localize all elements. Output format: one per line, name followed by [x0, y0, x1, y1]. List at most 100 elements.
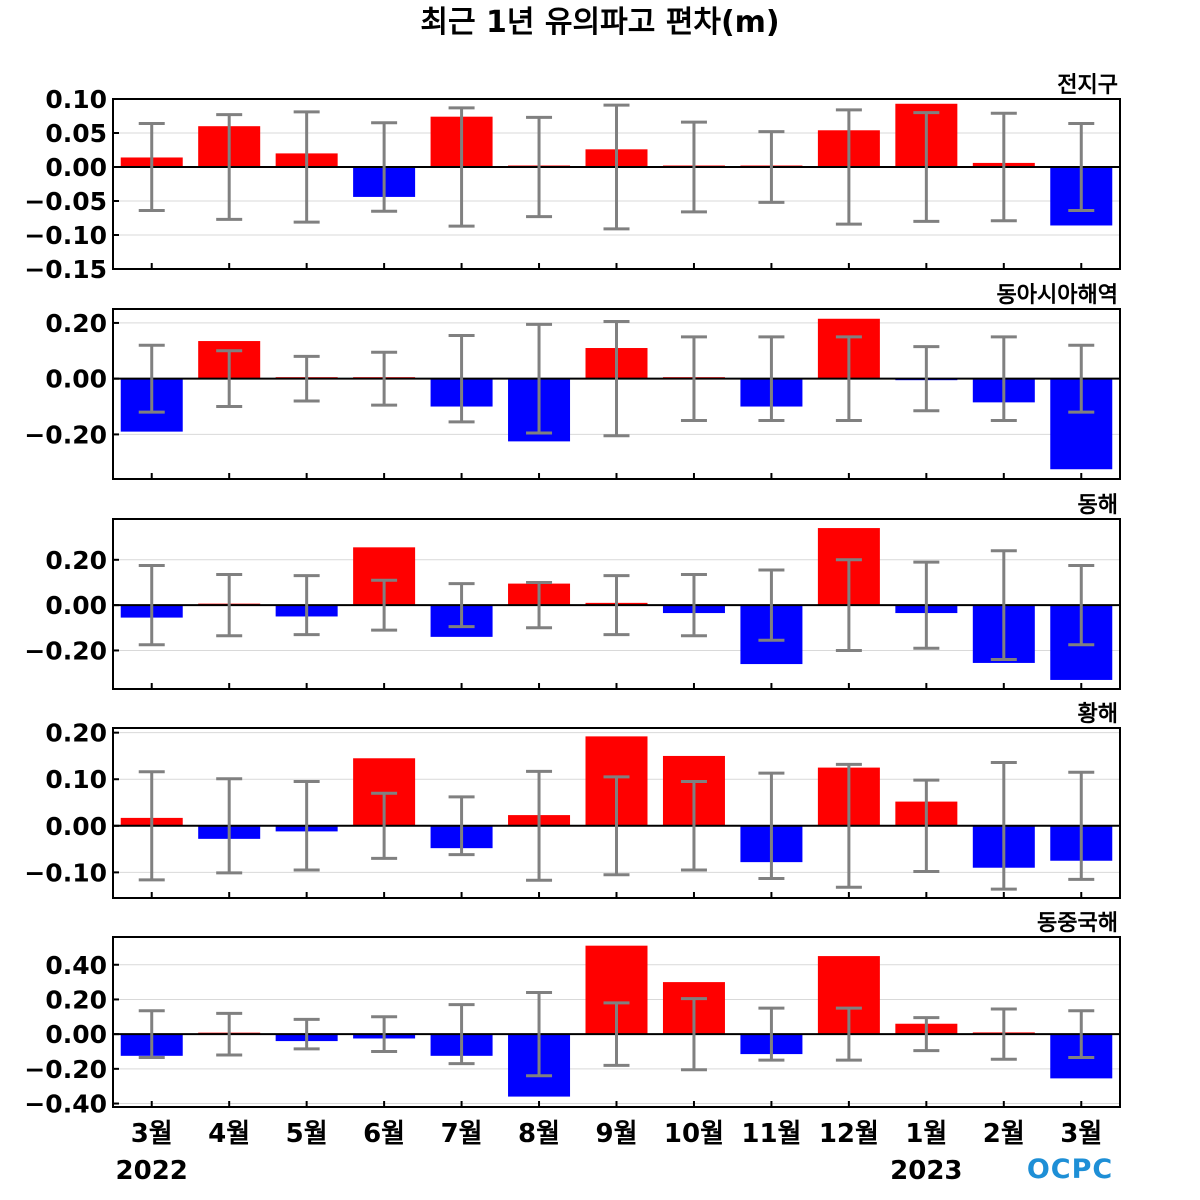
error-bar — [216, 777, 243, 875]
error-bar — [448, 1003, 475, 1066]
error-bar — [913, 111, 940, 223]
x-tick-label: 11월 — [741, 1119, 801, 1149]
error-bar — [1068, 770, 1095, 881]
error-bar — [680, 780, 707, 872]
error-bar — [758, 130, 785, 204]
y-tick-label: 0.10 — [45, 85, 107, 114]
error-bar — [990, 111, 1017, 223]
error-bar — [448, 333, 475, 424]
y-tick-label: 0.05 — [45, 119, 107, 148]
error-bar — [913, 778, 940, 873]
error-bar — [603, 320, 630, 438]
error-bar — [216, 573, 243, 638]
logo-text: OCPC — [1027, 1154, 1113, 1185]
error-bar — [371, 791, 398, 860]
error-bar — [990, 1007, 1017, 1061]
error-bar — [526, 769, 553, 882]
error-bar — [680, 997, 707, 1072]
panel-1: 0.10 0.05 0.00 −0.05 −0.10 −0.15 전지구 — [24, 73, 1121, 284]
y-tick-label: −0.40 — [24, 1090, 107, 1119]
error-bar — [216, 113, 243, 221]
error-bar — [293, 1017, 320, 1051]
error-bar — [835, 1006, 862, 1062]
y-tick-label: −0.20 — [24, 1055, 107, 1084]
y-tick-label: −0.20 — [24, 420, 107, 449]
y-tick-label: 0.20 — [45, 985, 107, 1014]
error-bar — [138, 1009, 165, 1060]
error-bar — [835, 558, 862, 652]
error-bar — [1068, 1009, 1095, 1060]
error-bar — [990, 760, 1017, 891]
year-label: 2022 — [116, 1156, 188, 1186]
error-bar — [371, 350, 398, 407]
y-tick-label: −0.20 — [24, 636, 107, 665]
chart-title: 최근 1년 유의파고 편차(m) — [420, 5, 779, 40]
panel-label: 전지구 — [1057, 73, 1118, 98]
error-bar — [835, 108, 862, 226]
error-bar — [758, 771, 785, 880]
y-tick-label: 0.00 — [45, 365, 107, 394]
error-bar — [526, 115, 553, 219]
panel-label: 동아시아해역 — [997, 283, 1118, 308]
y-tick-label: 0.00 — [45, 591, 107, 620]
x-tick-label: 10월 — [664, 1119, 724, 1149]
error-bar — [526, 580, 553, 630]
x-axis: 3월 4월 5월 6월 7월 8월 9월 10월 11월 12월 1월 2월 3월 2022 2023 — [116, 1119, 1103, 1186]
panels: 0.10 0.05 0.00 −0.05 −0.10 −0.15 전지구 0.20 0.00 −0… — [24, 73, 1121, 1119]
x-tick-label: 4월 — [208, 1119, 250, 1149]
error-bar — [680, 573, 707, 638]
error-bar — [758, 568, 785, 642]
error-bar — [835, 335, 862, 422]
x-tick-label: 5월 — [286, 1119, 328, 1149]
error-bar — [1068, 121, 1095, 213]
error-bar — [913, 1016, 940, 1053]
error-bar — [138, 563, 165, 647]
error-bar — [990, 335, 1017, 422]
error-bar — [913, 345, 940, 413]
year-label: 2023 — [890, 1156, 962, 1186]
error-bar — [603, 103, 630, 231]
error-bar — [371, 121, 398, 213]
error-bar — [680, 335, 707, 422]
error-bar — [216, 349, 243, 409]
y-tick-label: 0.00 — [45, 1020, 107, 1049]
x-tick-label: 6월 — [363, 1119, 405, 1149]
error-bar — [293, 780, 320, 872]
error-bar — [138, 343, 165, 414]
y-tick-label: 0.20 — [45, 546, 107, 575]
panel-3: 0.20 0.00 −0.20 동해 — [24, 493, 1121, 690]
panel-2: 0.20 0.00 −0.20 동아시아해역 — [24, 283, 1121, 480]
panel-4: 0.20 0.10 0.00 −0.10 황해 — [24, 702, 1121, 899]
ocpc-logo: OCPC — [1027, 1154, 1113, 1185]
panel-5: 0.40 0.20 0.00 −0.20 −0.40 동중국해 — [24, 911, 1121, 1119]
x-tick-label: 12월 — [819, 1119, 879, 1149]
error-bar — [526, 322, 553, 435]
y-tick-label: 0.40 — [45, 951, 107, 980]
error-bar — [216, 1011, 243, 1057]
y-tick-label: 0.20 — [45, 309, 107, 338]
x-tick-label: 3월 — [131, 1119, 173, 1149]
x-tick-label: 7월 — [441, 1119, 483, 1149]
error-bar — [138, 121, 165, 213]
panel-label: 동해 — [1078, 493, 1118, 518]
error-bar — [603, 775, 630, 877]
error-bar — [293, 110, 320, 224]
error-bar — [1068, 343, 1095, 414]
y-tick-label: 0.10 — [45, 765, 107, 794]
error-bar — [138, 770, 165, 882]
x-tick-label: 8월 — [518, 1119, 560, 1149]
error-bar — [371, 1015, 398, 1053]
y-tick-label: −0.10 — [24, 221, 107, 250]
x-tick-label: 9월 — [595, 1119, 637, 1149]
error-bar — [526, 991, 553, 1078]
error-bar — [448, 582, 475, 629]
panel-label: 동중국해 — [1037, 911, 1118, 936]
error-bar — [293, 574, 320, 637]
error-bar — [603, 1001, 630, 1067]
error-bar — [758, 335, 785, 422]
x-tick-label: 2월 — [983, 1119, 1025, 1149]
y-tick-label: −0.15 — [24, 255, 107, 284]
y-tick-label: 0.20 — [45, 719, 107, 748]
y-tick-label: −0.05 — [24, 187, 107, 216]
